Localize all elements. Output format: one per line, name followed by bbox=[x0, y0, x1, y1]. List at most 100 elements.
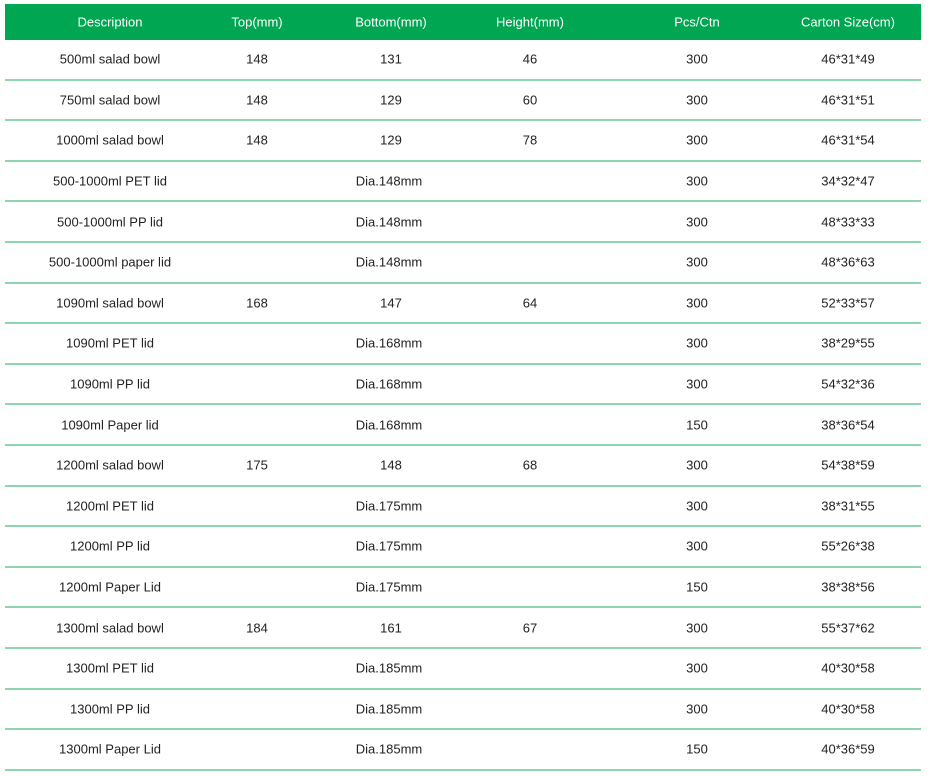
cell-diameter: Dia.185mm bbox=[355, 701, 423, 717]
header-height: Height(mm) bbox=[496, 14, 564, 30]
table-row: 1200ml PET lid Dia.175mm 300 38*31*55 bbox=[5, 487, 921, 528]
table-row: 500-1000ml paper lid Dia.148mm 300 48*36*63 bbox=[5, 243, 921, 284]
cell-height: 60 bbox=[522, 92, 538, 108]
cell-top: 148 bbox=[246, 51, 268, 67]
cell-height: 67 bbox=[522, 620, 538, 636]
cell-description: 1300ml PET lid bbox=[66, 660, 154, 676]
cell-carton-size: 54*38*59 bbox=[821, 457, 875, 473]
header-bottom: Bottom(mm) bbox=[355, 14, 427, 30]
header-description: Description bbox=[77, 14, 143, 30]
table-row: 1200ml PP lid Dia.175mm 300 55*26*38 bbox=[5, 527, 921, 568]
product-spec-table: Description Top(mm) Bottom(mm) Height(mm… bbox=[5, 4, 921, 771]
cell-diameter: Dia.168mm bbox=[355, 417, 423, 433]
header-carton-size: Carton Size(cm) bbox=[801, 14, 895, 30]
cell-carton-size: 54*32*36 bbox=[821, 376, 875, 392]
cell-description: 500-1000ml PET lid bbox=[53, 173, 167, 189]
table-row: 500-1000ml PET lid Dia.148mm 300 34*32*47 bbox=[5, 162, 921, 203]
cell-diameter: Dia.148mm bbox=[355, 214, 423, 230]
cell-bottom: 129 bbox=[380, 132, 402, 148]
table-row: 1200ml salad bowl 175 148 68 300 54*38*59 bbox=[5, 446, 921, 487]
cell-carton-size: 40*36*59 bbox=[821, 741, 875, 757]
cell-pcs-ctn: 300 bbox=[686, 538, 708, 554]
cell-pcs-ctn: 300 bbox=[686, 335, 708, 351]
cell-pcs-ctn: 300 bbox=[686, 498, 708, 514]
cell-description: 500ml salad bowl bbox=[59, 51, 161, 67]
cell-carton-size: 46*31*51 bbox=[821, 92, 875, 108]
cell-pcs-ctn: 300 bbox=[686, 295, 708, 311]
cell-height: 68 bbox=[522, 457, 538, 473]
cell-height: 78 bbox=[522, 132, 538, 148]
table-row: 1300ml PP lid Dia.185mm 300 40*30*58 bbox=[5, 690, 921, 731]
cell-description: 500-1000ml PP lid bbox=[57, 214, 163, 230]
cell-description: 1300ml PP lid bbox=[70, 701, 150, 717]
cell-carton-size: 55*26*38 bbox=[821, 538, 875, 554]
cell-carton-size: 48*33*33 bbox=[821, 214, 875, 230]
table-row: 1300ml salad bowl 184 161 67 300 55*37*62 bbox=[5, 608, 921, 649]
table-row: 500ml salad bowl 148 131 46 300 46*31*49 bbox=[5, 40, 921, 81]
cell-diameter: Dia.175mm bbox=[355, 579, 423, 595]
cell-description: 1090ml PP lid bbox=[70, 376, 150, 392]
cell-carton-size: 38*29*55 bbox=[821, 335, 875, 351]
cell-height: 64 bbox=[522, 295, 538, 311]
cell-description: 1200ml Paper Lid bbox=[59, 579, 161, 595]
cell-carton-size: 52*33*57 bbox=[821, 295, 875, 311]
cell-height: 46 bbox=[522, 51, 538, 67]
cell-carton-size: 40*30*58 bbox=[821, 701, 875, 717]
cell-carton-size: 46*31*54 bbox=[821, 132, 875, 148]
cell-diameter: Dia.175mm bbox=[355, 498, 423, 514]
table-row: 1090ml PP lid Dia.168mm 300 54*32*36 bbox=[5, 365, 921, 406]
cell-diameter: Dia.168mm bbox=[355, 335, 423, 351]
cell-description: 1090ml Paper lid bbox=[61, 417, 159, 433]
cell-pcs-ctn: 300 bbox=[686, 214, 708, 230]
cell-description: 1200ml PET lid bbox=[66, 498, 154, 514]
cell-pcs-ctn: 300 bbox=[686, 51, 708, 67]
cell-carton-size: 38*36*54 bbox=[821, 417, 875, 433]
cell-bottom: 161 bbox=[380, 620, 402, 636]
table-row: 1300ml PET lid Dia.185mm 300 40*30*58 bbox=[5, 649, 921, 690]
cell-carton-size: 40*30*58 bbox=[821, 660, 875, 676]
cell-pcs-ctn: 300 bbox=[686, 620, 708, 636]
table-row: 1090ml salad bowl 168 147 64 300 52*33*57 bbox=[5, 284, 921, 325]
cell-diameter: Dia.148mm bbox=[355, 254, 423, 270]
cell-pcs-ctn: 300 bbox=[686, 173, 708, 189]
cell-carton-size: 55*37*62 bbox=[821, 620, 875, 636]
cell-pcs-ctn: 300 bbox=[686, 254, 708, 270]
cell-top: 175 bbox=[246, 457, 268, 473]
cell-diameter: Dia.185mm bbox=[355, 660, 423, 676]
cell-description: 750ml salad bowl bbox=[59, 92, 161, 108]
table-row: 750ml salad bowl 148 129 60 300 46*31*51 bbox=[5, 81, 921, 122]
cell-carton-size: 48*36*63 bbox=[821, 254, 875, 270]
cell-pcs-ctn: 150 bbox=[686, 417, 708, 433]
cell-carton-size: 46*31*49 bbox=[821, 51, 875, 67]
cell-description: 1300ml Paper Lid bbox=[59, 741, 161, 757]
cell-bottom: 147 bbox=[380, 295, 402, 311]
table-row: 1000ml salad bowl 148 129 78 300 46*31*54 bbox=[5, 121, 921, 162]
table-row: 1090ml Paper lid Dia.168mm 150 38*36*54 bbox=[5, 405, 921, 446]
cell-bottom: 148 bbox=[380, 457, 402, 473]
cell-pcs-ctn: 300 bbox=[686, 92, 708, 108]
cell-carton-size: 38*31*55 bbox=[821, 498, 875, 514]
table-row: 500-1000ml PP lid Dia.148mm 300 48*33*33 bbox=[5, 202, 921, 243]
cell-description: 500-1000ml paper lid bbox=[48, 254, 172, 270]
cell-carton-size: 38*38*56 bbox=[821, 579, 875, 595]
cell-diameter: Dia.148mm bbox=[355, 173, 423, 189]
cell-description: 1200ml salad bowl bbox=[56, 457, 164, 473]
cell-bottom: 129 bbox=[380, 92, 402, 108]
table-row: 1200ml Paper Lid Dia.175mm 150 38*38*56 bbox=[5, 568, 921, 609]
cell-pcs-ctn: 300 bbox=[686, 132, 708, 148]
cell-description: 1000ml salad bowl bbox=[56, 132, 164, 148]
cell-top: 168 bbox=[246, 295, 268, 311]
cell-top: 184 bbox=[246, 620, 268, 636]
cell-top: 148 bbox=[246, 92, 268, 108]
cell-description: 1090ml salad bowl bbox=[56, 295, 164, 311]
cell-diameter: Dia.175mm bbox=[355, 538, 423, 554]
cell-description: 1090ml PET lid bbox=[66, 335, 154, 351]
cell-pcs-ctn: 300 bbox=[686, 660, 708, 676]
cell-description: 1300ml salad bowl bbox=[56, 620, 164, 636]
cell-diameter: Dia.185mm bbox=[355, 741, 423, 757]
cell-top: 148 bbox=[246, 132, 268, 148]
cell-pcs-ctn: 300 bbox=[686, 457, 708, 473]
table-header: Description Top(mm) Bottom(mm) Height(mm… bbox=[5, 4, 921, 40]
cell-pcs-ctn: 150 bbox=[686, 741, 708, 757]
cell-pcs-ctn: 300 bbox=[686, 701, 708, 717]
